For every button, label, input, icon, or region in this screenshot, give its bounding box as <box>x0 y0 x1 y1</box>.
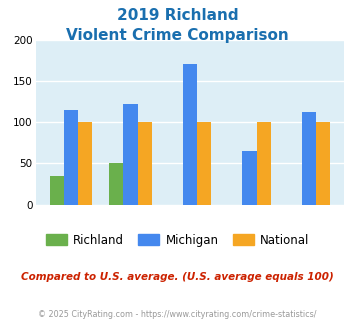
Bar <box>64 110 78 205</box>
Text: © 2025 CityRating.com - https://www.cityrating.com/crime-statistics/: © 2025 CityRating.com - https://www.city… <box>38 310 317 319</box>
Bar <box>78 122 92 205</box>
Bar <box>242 151 257 205</box>
Bar <box>50 176 64 205</box>
Text: Compared to U.S. average. (U.S. average equals 100): Compared to U.S. average. (U.S. average … <box>21 272 334 282</box>
Bar <box>138 122 152 205</box>
Text: Violent Crime Comparison: Violent Crime Comparison <box>66 28 289 43</box>
Text: 2019 Richland: 2019 Richland <box>117 8 238 23</box>
Bar <box>197 122 211 205</box>
Bar <box>109 163 123 205</box>
Bar <box>183 64 197 205</box>
Bar <box>316 122 330 205</box>
Bar <box>123 104 138 205</box>
Bar <box>302 112 316 205</box>
Legend: Richland, Michigan, National: Richland, Michigan, National <box>46 234 309 247</box>
Bar <box>257 122 271 205</box>
